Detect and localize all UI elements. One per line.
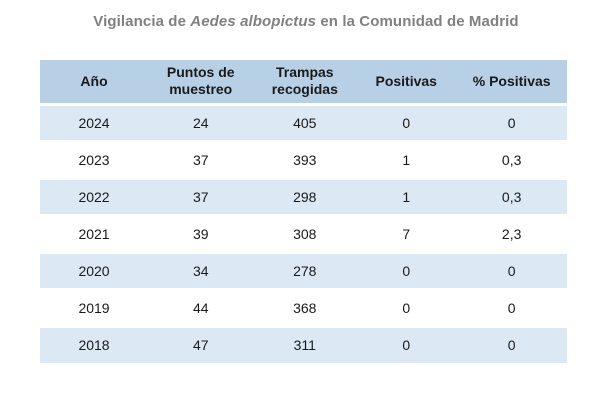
table-body: 2024 24 405 0 0 2023 37 393 1 0,3 2022 37 298 1 0,3 202… xyxy=(40,102,567,363)
table-cell: 0 xyxy=(456,324,567,363)
surveillance-table: Año Puntos de muestreo Trampas recogidas Po… xyxy=(40,60,567,363)
table-cell: 2019 xyxy=(40,287,149,326)
column-header-2: Trampas recogidas xyxy=(253,60,357,104)
table-cell: 34 xyxy=(148,250,254,289)
table-cell: 0 xyxy=(456,102,567,141)
table-cell: 368 xyxy=(253,287,357,326)
page-title: Vigilancia de Aedes albopictus en la Com… xyxy=(0,13,612,30)
table-row-2021: 2021 39 308 7 2,3 xyxy=(40,213,567,252)
table-cell: 2024 xyxy=(40,102,149,141)
table-cell: 298 xyxy=(253,176,357,215)
table-cell: 1 xyxy=(356,176,457,215)
table-cell: 0 xyxy=(356,324,457,363)
table-cell: 0 xyxy=(456,287,567,326)
table-cell: 308 xyxy=(253,213,357,252)
table-row-2020: 2020 34 278 0 0 xyxy=(40,250,567,289)
table-row-2022: 2022 37 298 1 0,3 xyxy=(40,176,567,215)
table-header-row: Año Puntos de muestreo Trampas recogidas Po… xyxy=(40,60,567,104)
table-row-2019: 2019 44 368 0 0 xyxy=(40,287,567,326)
table-cell: 0 xyxy=(356,102,457,141)
column-header-1: Puntos de muestreo xyxy=(148,60,254,104)
table-cell: 39 xyxy=(148,213,254,252)
table-cell: 405 xyxy=(253,102,357,141)
table-cell: 278 xyxy=(253,250,357,289)
table-cell: 2023 xyxy=(40,139,149,178)
table-cell: 311 xyxy=(253,324,357,363)
table-header: Año Puntos de muestreo Trampas recogidas Po… xyxy=(40,60,567,104)
table-cell: 2022 xyxy=(40,176,149,215)
table-cell: 0 xyxy=(356,287,457,326)
table-cell: 1 xyxy=(356,139,457,178)
table-cell: 0,3 xyxy=(456,176,567,215)
table-cell: 24 xyxy=(148,102,254,141)
table-cell: 0,3 xyxy=(456,139,567,178)
column-header-4: % Positivas xyxy=(456,60,567,104)
column-header-0: Año xyxy=(40,60,149,104)
table-cell: 44 xyxy=(148,287,254,326)
table-cell: 2018 xyxy=(40,324,149,363)
table-row-2024: 2024 24 405 0 0 xyxy=(40,102,567,141)
table-row-2023: 2023 37 393 1 0,3 xyxy=(40,139,567,178)
table-cell: 2020 xyxy=(40,250,149,289)
table-cell: 0 xyxy=(456,250,567,289)
table-cell: 47 xyxy=(148,324,254,363)
surveillance-table-container: Año Puntos de muestreo Trampas recogidas Po… xyxy=(40,60,567,363)
table-row-2018: 2018 47 311 0 0 xyxy=(40,324,567,363)
page-title-suffix: en la Comunidad de Madrid xyxy=(316,13,519,30)
table-cell: 37 xyxy=(148,176,254,215)
table-cell: 37 xyxy=(148,139,254,178)
column-header-3: Positivas xyxy=(356,60,457,104)
table-cell: 393 xyxy=(253,139,357,178)
table-cell: 2021 xyxy=(40,213,149,252)
table-cell: 7 xyxy=(356,213,457,252)
table-cell: 0 xyxy=(356,250,457,289)
table-cell: 2,3 xyxy=(456,213,567,252)
page-title-prefix: Vigilancia de xyxy=(93,13,191,30)
species-name: Aedes albopictus xyxy=(190,13,317,30)
